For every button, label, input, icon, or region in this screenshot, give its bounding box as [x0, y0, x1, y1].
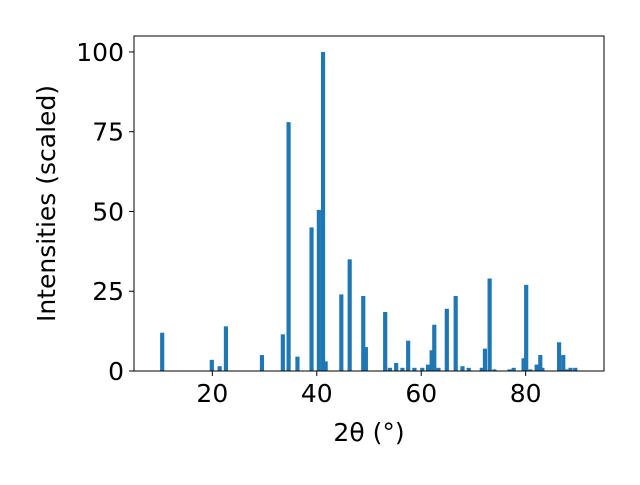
- bar: [280, 334, 285, 371]
- bar: [538, 355, 543, 371]
- bar: [295, 356, 300, 371]
- bar: [487, 278, 492, 371]
- bar: [316, 209, 321, 371]
- bar: [568, 367, 573, 371]
- bar: [394, 363, 399, 371]
- bar: [524, 284, 529, 371]
- bar: [444, 308, 449, 371]
- bar: [436, 367, 441, 371]
- y-tick-label: 50: [92, 197, 124, 226]
- bar: [339, 294, 344, 371]
- bar: [420, 367, 425, 371]
- bar: [209, 359, 214, 371]
- bar: [223, 326, 228, 371]
- y-tick-label: 75: [92, 118, 124, 147]
- bar: [432, 324, 437, 371]
- bar: [160, 332, 165, 371]
- bar: [429, 350, 434, 371]
- bar: [561, 355, 566, 371]
- bar: [557, 342, 562, 371]
- bar: [406, 340, 411, 371]
- bar: [383, 311, 388, 371]
- bar: [482, 348, 488, 371]
- y-tick-label: 0: [108, 357, 124, 386]
- y-axis-title: Intensities (scaled): [32, 85, 61, 322]
- bar: [511, 367, 516, 371]
- y-tick-label: 25: [92, 277, 124, 306]
- bar: [425, 364, 431, 371]
- bar: [564, 369, 570, 371]
- bar: [363, 347, 368, 371]
- bar: [460, 366, 465, 371]
- bar: [320, 51, 326, 371]
- bar: [347, 259, 352, 371]
- plot-frame: [133, 35, 605, 372]
- bars-layer: [160, 51, 578, 372]
- bar: [387, 367, 392, 371]
- bar: [309, 227, 314, 371]
- x-tick-label: 80: [510, 379, 542, 408]
- x-tick-label: 40: [301, 379, 333, 408]
- bar: [217, 366, 222, 371]
- y-tick-label: 100: [76, 38, 124, 67]
- bar: [528, 369, 533, 371]
- x-axis-title: 2θ (°): [333, 418, 404, 447]
- bar: [286, 122, 291, 372]
- bar: [361, 296, 366, 371]
- x-tick-label: 60: [405, 379, 437, 408]
- bar: [573, 367, 578, 371]
- bar: [540, 367, 545, 371]
- bar: [412, 367, 417, 371]
- bar: [534, 364, 539, 371]
- bar: [507, 369, 512, 371]
- bar: [323, 361, 328, 371]
- x-axis-ticks: 20 40 60 80: [196, 371, 542, 408]
- bar: [466, 367, 471, 371]
- bar: [479, 367, 484, 371]
- bar: [259, 355, 265, 371]
- bar: [400, 367, 405, 371]
- y-axis-ticks: 0 25 50 75 100: [76, 38, 134, 386]
- bar: [453, 296, 458, 371]
- bar: [492, 369, 497, 371]
- x-tick-label: 20: [196, 379, 228, 408]
- bar: [521, 358, 526, 371]
